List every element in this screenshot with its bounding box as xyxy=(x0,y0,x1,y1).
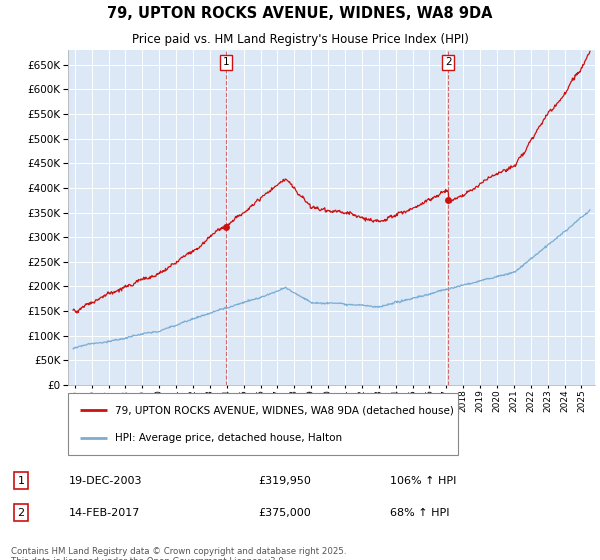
Text: £319,950: £319,950 xyxy=(258,475,311,486)
Text: 106% ↑ HPI: 106% ↑ HPI xyxy=(390,475,457,486)
Text: 19-DEC-2003: 19-DEC-2003 xyxy=(69,475,143,486)
Text: 14-FEB-2017: 14-FEB-2017 xyxy=(69,507,140,517)
Text: 1: 1 xyxy=(223,57,230,67)
Text: 79, UPTON ROCKS AVENUE, WIDNES, WA8 9DA: 79, UPTON ROCKS AVENUE, WIDNES, WA8 9DA xyxy=(107,7,493,21)
Text: 68% ↑ HPI: 68% ↑ HPI xyxy=(390,507,449,517)
Text: 1: 1 xyxy=(17,475,25,486)
Text: Contains HM Land Registry data © Crown copyright and database right 2025.
This d: Contains HM Land Registry data © Crown c… xyxy=(11,547,346,560)
Text: HPI: Average price, detached house, Halton: HPI: Average price, detached house, Halt… xyxy=(115,433,342,442)
Text: 79, UPTON ROCKS AVENUE, WIDNES, WA8 9DA (detached house): 79, UPTON ROCKS AVENUE, WIDNES, WA8 9DA … xyxy=(115,405,454,416)
Text: 2: 2 xyxy=(17,507,25,517)
FancyBboxPatch shape xyxy=(68,393,458,455)
Text: 2: 2 xyxy=(445,57,452,67)
Text: £375,000: £375,000 xyxy=(258,507,311,517)
Text: Price paid vs. HM Land Registry's House Price Index (HPI): Price paid vs. HM Land Registry's House … xyxy=(131,32,469,45)
